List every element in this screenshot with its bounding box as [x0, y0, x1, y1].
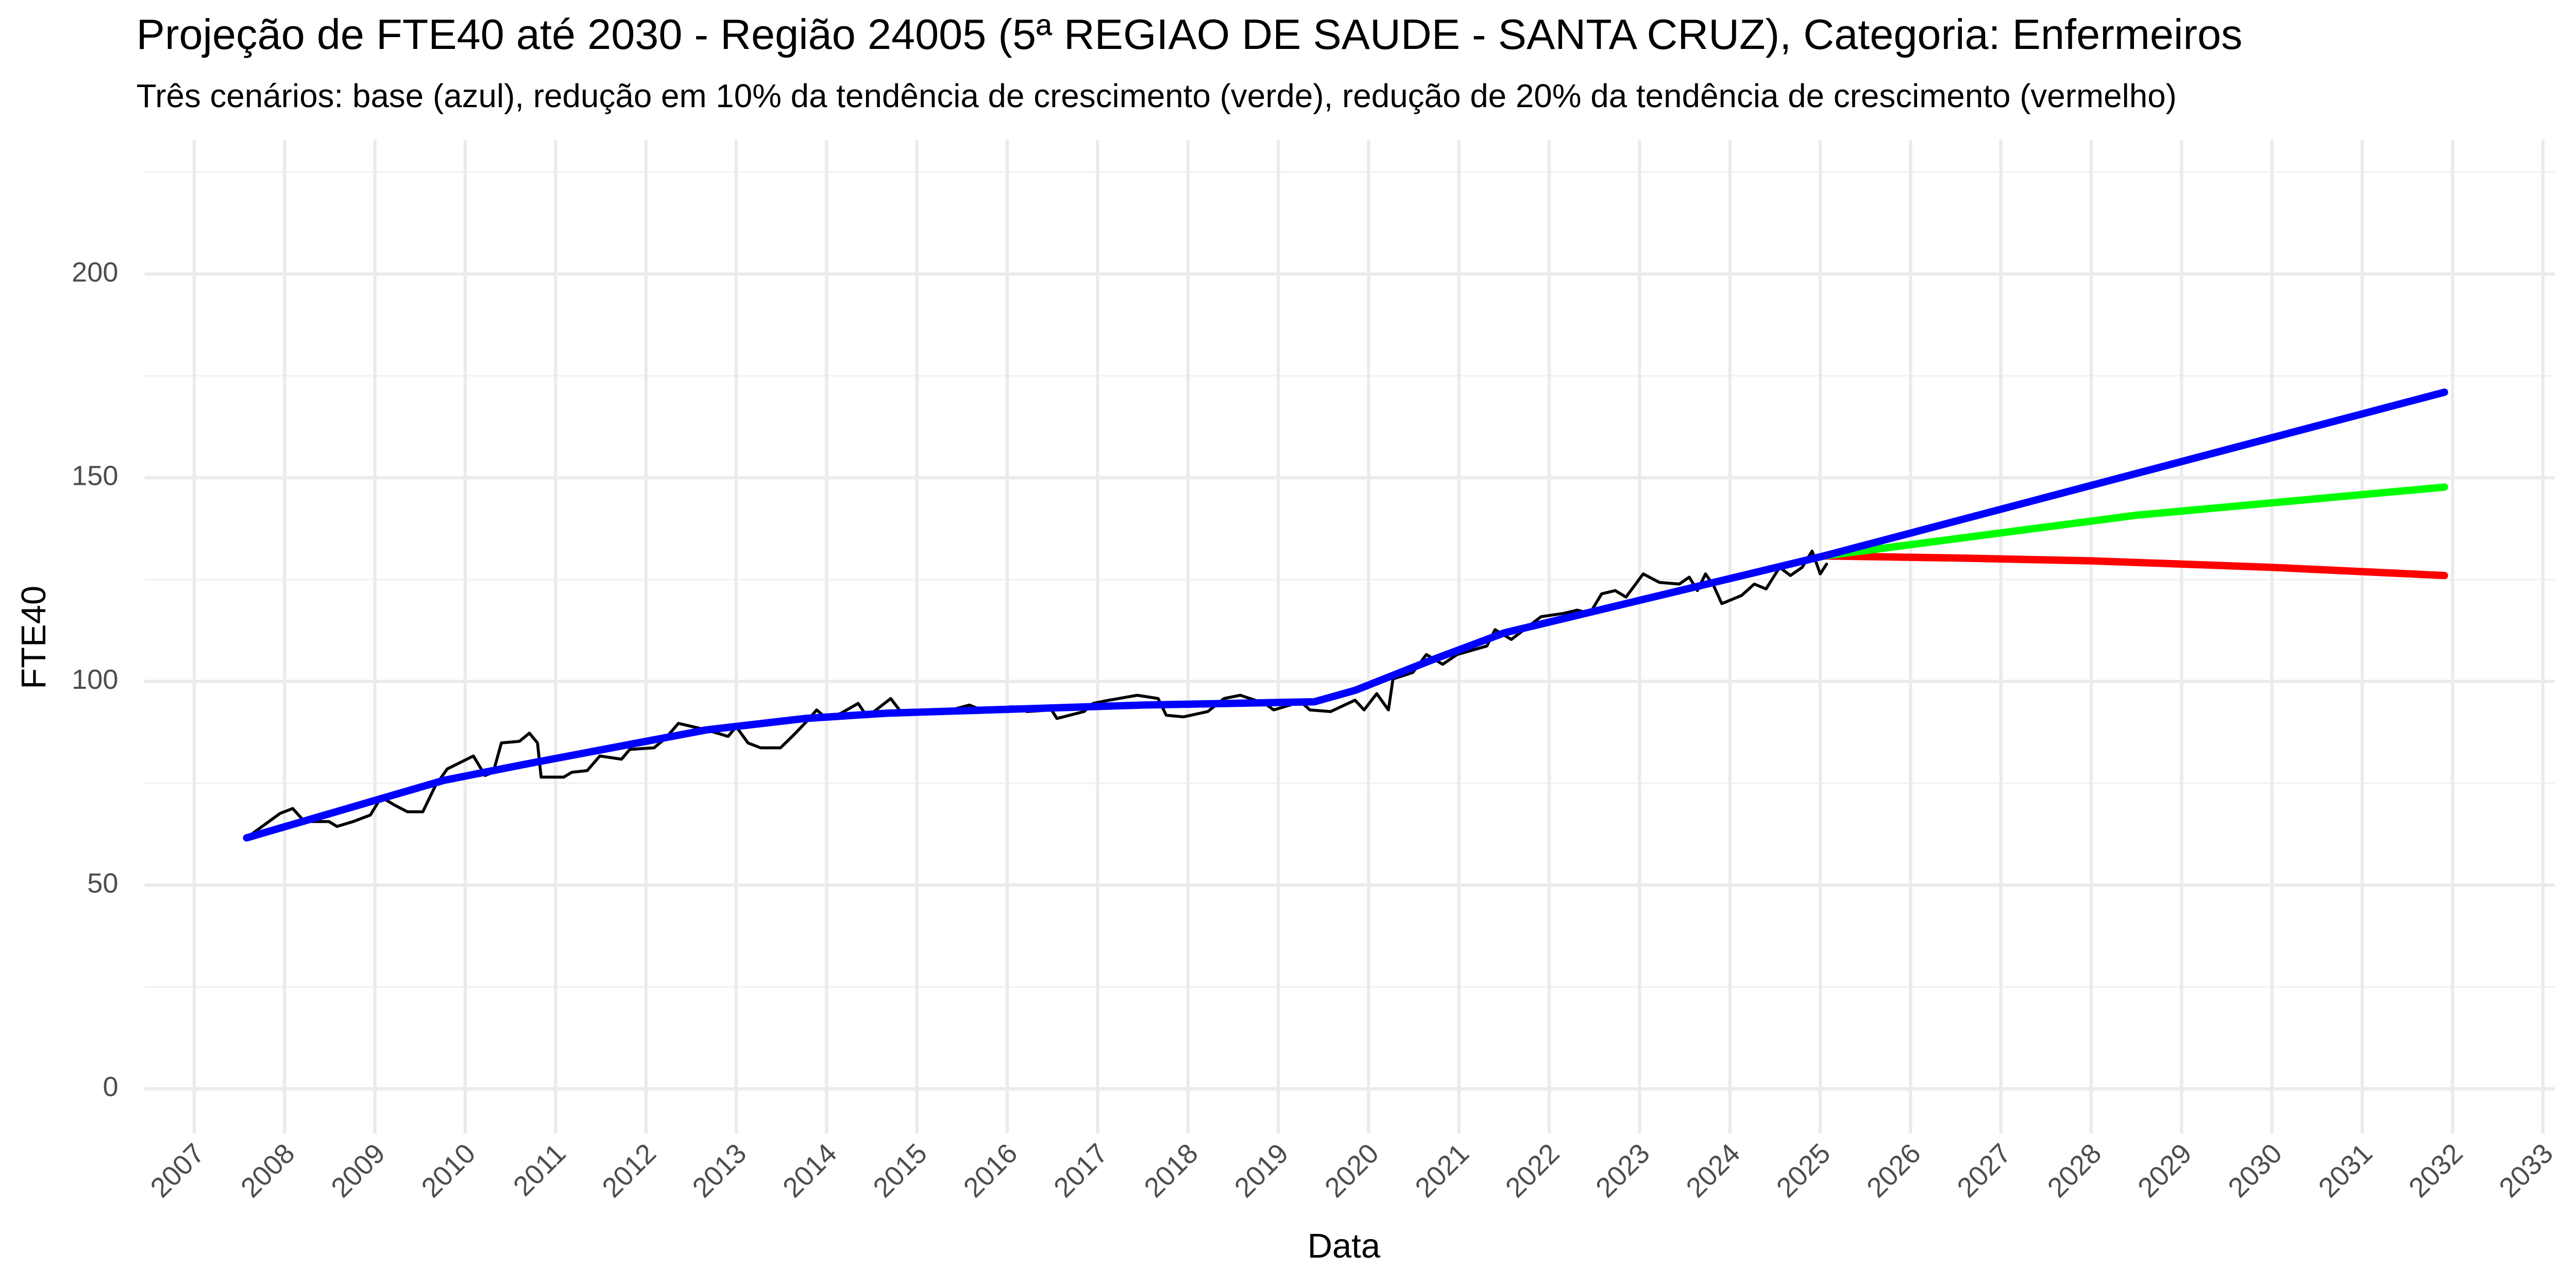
grid: [144, 140, 2555, 1134]
series-line: [1820, 552, 2448, 580]
series-line: [1820, 483, 2448, 560]
y-tick-label: 150: [72, 461, 118, 492]
y-axis-label: FTE40: [14, 586, 53, 689]
chart-subtitle: Três cenários: base (azul), redução em 1…: [137, 77, 2177, 114]
chart-title: Projeção de FTE40 até 2030 - Região 2400…: [137, 10, 2243, 58]
plot-area: [243, 388, 2448, 842]
y-tick-label: 50: [87, 868, 118, 899]
y-tick-label: 0: [103, 1072, 118, 1103]
y-tick-label: 100: [72, 664, 118, 695]
series-line: [245, 549, 1828, 840]
series-line: [243, 388, 2448, 842]
y-tick-label: 200: [72, 257, 118, 287]
x-axis-label: Data: [1308, 1227, 1381, 1265]
